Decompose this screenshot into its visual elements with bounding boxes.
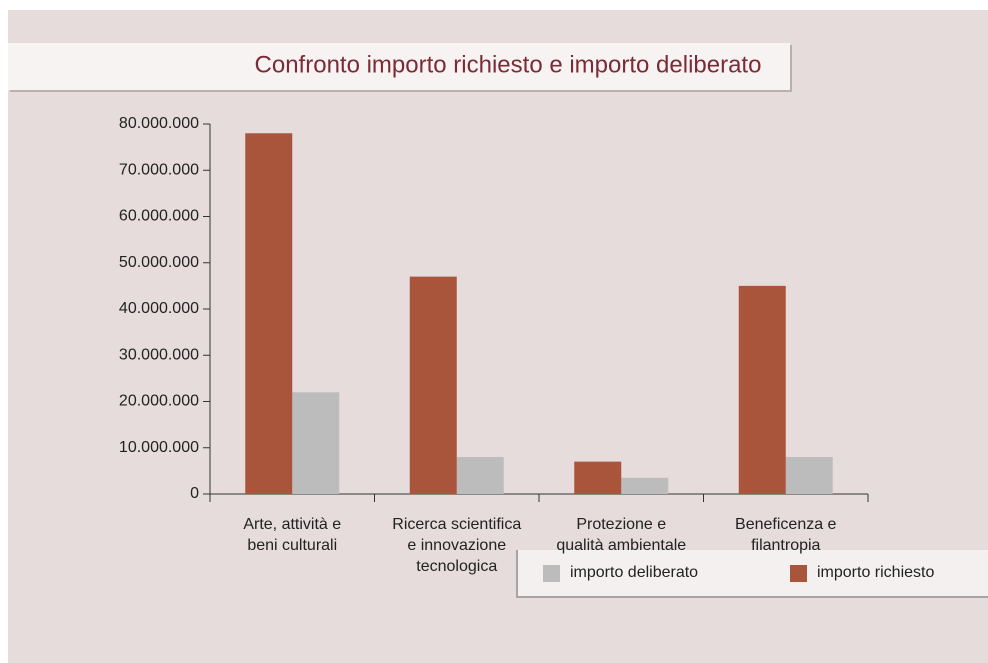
y-tick-label: 50.000.000 xyxy=(119,254,199,271)
bar xyxy=(409,276,457,494)
y-tick-label: 10.000.000 xyxy=(119,439,199,456)
legend-label: importo richiesto xyxy=(817,564,934,581)
x-tick-label: Beneficenza e filantropia xyxy=(735,516,837,554)
x-tick-label: Ricerca scientifica e innovazione tecnol… xyxy=(392,516,522,575)
legend-swatch xyxy=(790,565,807,582)
title-box xyxy=(8,43,790,90)
y-tick-label: 70.000.000 xyxy=(119,161,199,178)
y-tick-label: 20.000.000 xyxy=(119,393,199,410)
legend-box xyxy=(518,550,988,596)
bar xyxy=(621,477,669,494)
legend-swatch xyxy=(543,565,560,582)
y-tick-label: 80.000.000 xyxy=(119,115,199,132)
bar xyxy=(785,457,833,494)
chart-title: Confronto importo richiesto e importo de… xyxy=(255,51,762,78)
x-tick-label: Protezione e qualità ambientale xyxy=(556,516,687,554)
legend-label: importo deliberato xyxy=(570,564,698,581)
bar xyxy=(292,392,340,494)
y-tick-label: 60.000.000 xyxy=(119,208,199,225)
y-tick-label: 30.000.000 xyxy=(119,346,199,363)
bar xyxy=(456,457,504,494)
y-tick-label: 40.000.000 xyxy=(119,300,199,317)
bar xyxy=(245,133,293,494)
bar xyxy=(574,461,622,494)
x-tick-label: Arte, attività e beni culturali xyxy=(243,516,342,554)
y-tick-label: 0 xyxy=(190,485,199,502)
bar xyxy=(738,285,786,494)
